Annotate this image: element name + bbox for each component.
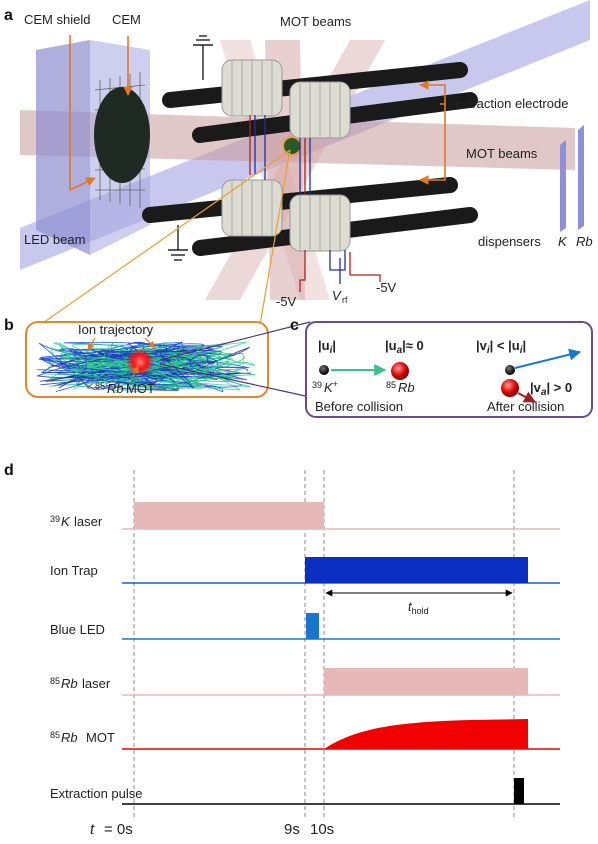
label-mot-sup: 85 [95,381,105,391]
time-9s: 9s [284,821,300,838]
label-mot-rb: Rb [107,381,124,396]
t-hold-label: thold [408,599,429,616]
trap-wiring-red [249,115,381,292]
row-rb-laser-label: laser [82,676,111,691]
row-rb-laser-species: Rb [61,676,78,691]
trap-wiring [254,115,346,271]
label-ui: |ui| [318,338,336,356]
cem-shield-box [36,40,90,255]
annotation-arrows [69,35,446,192]
rb-atom-before [391,362,409,380]
panel-label-d: d [4,462,14,479]
rb-mot-glow [126,348,154,376]
label-dispenser-k: K [558,234,568,249]
k-ion-after [505,365,515,375]
row-extraction-label: Extraction pulse [50,786,143,801]
row-ion-trap-label: Ion Trap [50,563,98,578]
label-extraction-electrode: extraction electrode [455,96,568,111]
row-k-laser-species: K [61,514,71,529]
label-dispensers: dispensers [478,234,541,249]
ion-trajectory-arrows [87,337,156,379]
panel-b: b Ion trajectory 85 Rb MOT [4,317,311,398]
row-rb-laser-pulse [324,668,528,695]
label-mot: MOT [126,381,155,396]
label-before-collision: Before collision [315,399,403,414]
time-t: t [90,821,95,838]
panel-c: c |ui| |ua|≈ 0 39 K+ 85 Rb Before collis… [290,317,593,418]
row-rb-mot-label: MOT [86,730,115,745]
label-k: K+ [324,379,338,395]
label-va: |va| > 0 [530,380,572,398]
panel-d: d 39 K laser Ion Trap thold Blue LED 85 … [4,462,560,838]
label-dispenser-rb: Rb [576,234,593,249]
label-rb-sup: 85 [386,380,396,390]
row-rb-mot-curve [324,719,528,749]
dispenser-rb [578,125,584,230]
label-cem-shield: CEM shield [24,12,90,27]
label-rb: Rb [398,380,415,395]
row-k-laser-sup: 39 [50,514,60,524]
label-led-beam: LED beam [24,232,85,247]
label-ua: |ua|≈ 0 [385,338,424,356]
zoom-line-c-bottom [159,363,311,398]
k-velocity-after [514,348,582,369]
label-mot-beams-right: MOT beams [466,146,538,161]
label-volt-right: -5V [376,280,397,295]
label-after-collision: After collision [487,399,564,414]
label-k-sup: 39 [312,380,322,390]
panel-label-b: b [4,317,14,334]
row-blue-led-label: Blue LED [50,622,105,637]
zoom-line-c-top [159,321,311,361]
ion-trajectory-path [37,343,248,389]
label-mot-beams-top: MOT beams [280,14,352,29]
panel-label-a: a [4,7,13,24]
dispenser-k [560,140,566,232]
time-10s: 10s [310,821,334,838]
label-cem: CEM [112,12,141,27]
k-ion [319,365,329,375]
label-vi: |vi| < |ui| [476,338,526,356]
cem-detector [94,87,150,183]
row-k-laser-pulse [134,502,324,529]
row-rb-mot-species: Rb [61,730,78,745]
label-vrf: V [332,288,342,303]
mot-cloud [282,136,302,156]
row-extraction-pulse [514,778,524,804]
rb-atom-after [501,379,519,397]
row-blue-led-pulse [306,613,319,639]
ground-bottom [168,225,188,261]
zoom-lines [39,149,291,326]
row-rb-laser-sup: 85 [50,676,60,686]
panel-a: a [4,0,593,326]
ground-top [193,35,213,80]
ion-trajectory-path [99,341,251,389]
ion-trajectory-path [43,347,255,388]
panel-label-c: c [290,317,299,334]
rb-velocity-after [517,391,537,403]
label-volt-left: -5V [276,294,297,309]
row-k-laser-label: laser [74,514,103,529]
coil-windings [231,60,341,251]
label-ion-trajectory: Ion trajectory [78,322,154,337]
label-vrf-sub: rf [342,295,348,305]
time-zero: = 0s [104,821,133,838]
row-ion-trap-pulse [305,557,528,583]
row-rb-mot-sup: 85 [50,730,60,740]
